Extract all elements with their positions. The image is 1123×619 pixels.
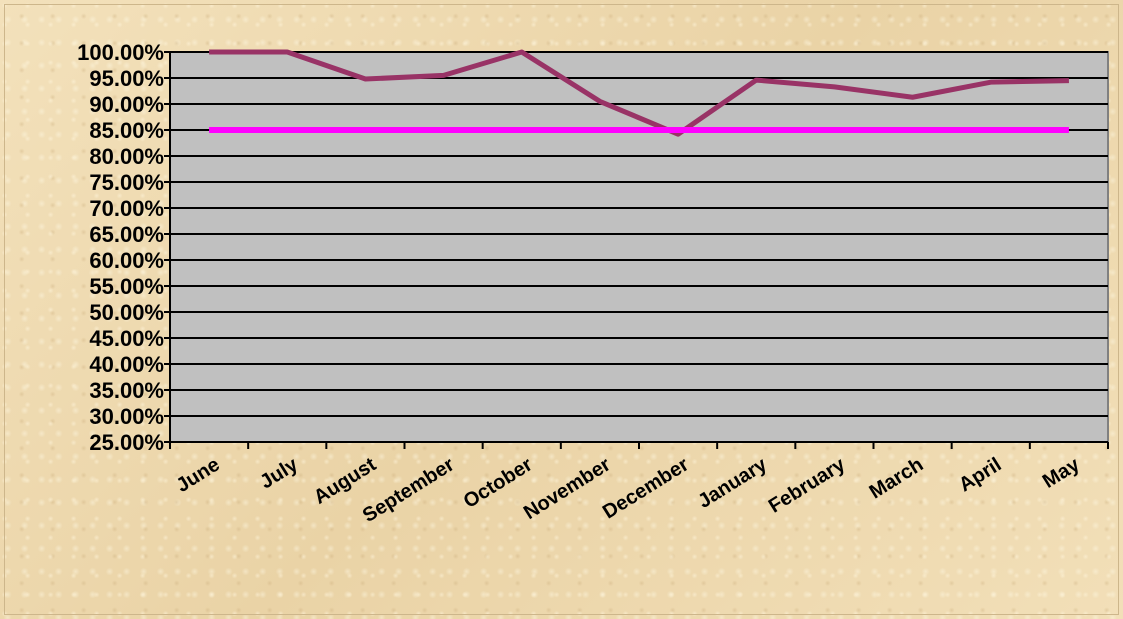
y-tick-label: 80.00% bbox=[89, 144, 164, 169]
y-tick-label: 50.00% bbox=[89, 300, 164, 325]
x-tick-label: May bbox=[1039, 453, 1084, 493]
y-tick-label: 25.00% bbox=[89, 430, 164, 455]
y-tick-label: 45.00% bbox=[89, 326, 164, 351]
x-tick-label: February bbox=[765, 453, 850, 517]
y-axis-ticks: 25.00%30.00%35.00%40.00%45.00%50.00%55.0… bbox=[77, 40, 170, 455]
chart-frame bbox=[4, 4, 1119, 615]
y-tick-label: 85.00% bbox=[89, 118, 164, 143]
y-tick-label: 30.00% bbox=[89, 404, 164, 429]
y-tick-label: 90.00% bbox=[89, 92, 164, 117]
y-tick-label: 100.00% bbox=[77, 40, 164, 65]
performance-line bbox=[209, 49, 1069, 137]
x-tick-label: December bbox=[599, 453, 693, 523]
series-lines bbox=[209, 49, 1069, 137]
x-tick-label: April bbox=[955, 454, 1005, 497]
x-tick-label: January bbox=[694, 453, 771, 513]
x-tick-label: June bbox=[172, 454, 223, 497]
y-tick-label: 60.00% bbox=[89, 248, 164, 273]
y-tick-label: 95.00% bbox=[89, 66, 164, 91]
plot-area bbox=[169, 51, 1109, 443]
y-tick-label: 55.00% bbox=[89, 274, 164, 299]
x-tick-label: March bbox=[866, 454, 928, 504]
y-tick-label: 40.00% bbox=[89, 352, 164, 377]
y-tick-label: 70.00% bbox=[89, 196, 164, 221]
x-tick-label: November bbox=[520, 453, 615, 524]
y-tick-label: 35.00% bbox=[89, 378, 164, 403]
y-tick-label: 65.00% bbox=[89, 222, 164, 247]
y-tick-label: 75.00% bbox=[89, 170, 164, 195]
x-tick-label: July bbox=[256, 453, 302, 493]
